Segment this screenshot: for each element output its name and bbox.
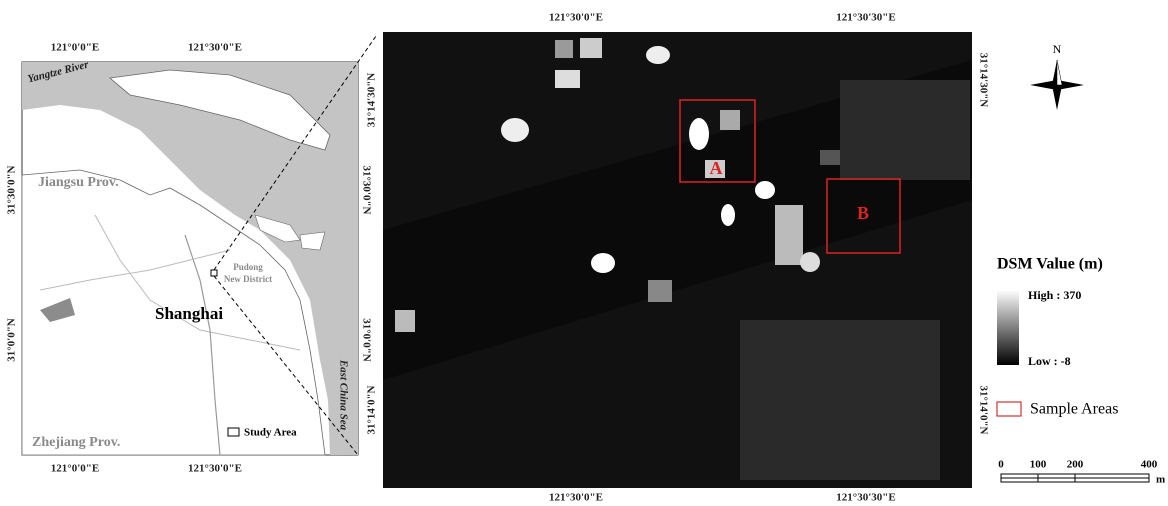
building xyxy=(721,204,735,226)
building xyxy=(775,205,803,265)
tick-label: 31°0'0"N xyxy=(6,318,18,362)
scale-label: 200 xyxy=(1067,459,1084,471)
tick-label: 121°30'0"E xyxy=(549,12,603,24)
scale-unit: m xyxy=(1156,474,1165,486)
building xyxy=(648,280,672,302)
tick-label: 31°30'0"N xyxy=(6,165,18,214)
area-label: B xyxy=(857,203,869,223)
building xyxy=(800,252,820,272)
sea-label: East China Sea xyxy=(337,359,349,431)
building xyxy=(689,118,709,150)
tick-label: 121°30'30"E xyxy=(836,492,895,504)
building xyxy=(501,118,529,142)
building xyxy=(720,110,740,130)
north-label: N xyxy=(1053,42,1062,56)
tick-label: 31°0'0"N xyxy=(360,318,372,362)
tick-label: 121°30'0"E xyxy=(188,42,242,54)
ramp-label: High : 370 xyxy=(1028,288,1081,302)
building xyxy=(555,70,580,88)
tick-label: 121°30'30"E xyxy=(836,12,895,24)
residential-block xyxy=(840,80,970,180)
tick-label: 121°30'0"E xyxy=(549,492,603,504)
building xyxy=(555,40,573,58)
overview-map: 121°0'0"E 121°30'0"E 121°0'0"E 121°30'0"… xyxy=(6,36,376,475)
province-label: Zhejiang Prov. xyxy=(32,435,120,450)
building xyxy=(591,253,615,273)
tick-label: 121°0'0"E xyxy=(51,463,99,475)
figure: 121°0'0"E 121°30'0"E 121°0'0"E 121°30'0"… xyxy=(0,0,1168,506)
dsm-image: A B 121°30'0"E 121°30'30"E 121°30'0"E 12… xyxy=(366,12,990,504)
tick-label: 31°30'0"N xyxy=(360,165,372,214)
tick-label: 121°0'0"E xyxy=(51,42,99,54)
scale-label: 0 xyxy=(998,459,1004,471)
building xyxy=(580,38,602,58)
building xyxy=(646,46,670,64)
sample-symbol xyxy=(997,402,1021,416)
legend-label: Study Area xyxy=(244,427,297,439)
district-label: New District xyxy=(224,274,272,284)
building xyxy=(395,310,415,332)
sample-label: Sample Areas xyxy=(1030,401,1118,418)
tick-label: 121°30'0"E xyxy=(188,463,242,475)
scale-label: 100 xyxy=(1030,459,1047,471)
color-ramp xyxy=(997,290,1019,365)
scale-label: 400 xyxy=(1141,459,1158,471)
district-label: Pudong xyxy=(233,262,263,272)
tick-label: 31°14'30"N xyxy=(977,53,989,108)
legend-title: DSM Value (m) xyxy=(997,256,1103,273)
building xyxy=(755,181,775,199)
legend: N DSM Value (m) High : 370 Low : -8 Samp… xyxy=(997,42,1165,486)
residential-block xyxy=(740,320,940,480)
scale-bar: 0 100 200 400 m xyxy=(998,459,1165,486)
north-arrow xyxy=(1057,60,1062,85)
ramp-label: Low : -8 xyxy=(1028,354,1071,368)
tick-label: 31°14'30"N xyxy=(366,73,378,128)
tick-label: 31°14'0"N xyxy=(977,385,989,434)
tick-label: 31°14'0"N xyxy=(366,385,378,434)
area-label: A xyxy=(710,158,723,178)
province-label: Jiangsu Prov. xyxy=(38,175,119,190)
city-label: Shanghai xyxy=(155,304,223,323)
